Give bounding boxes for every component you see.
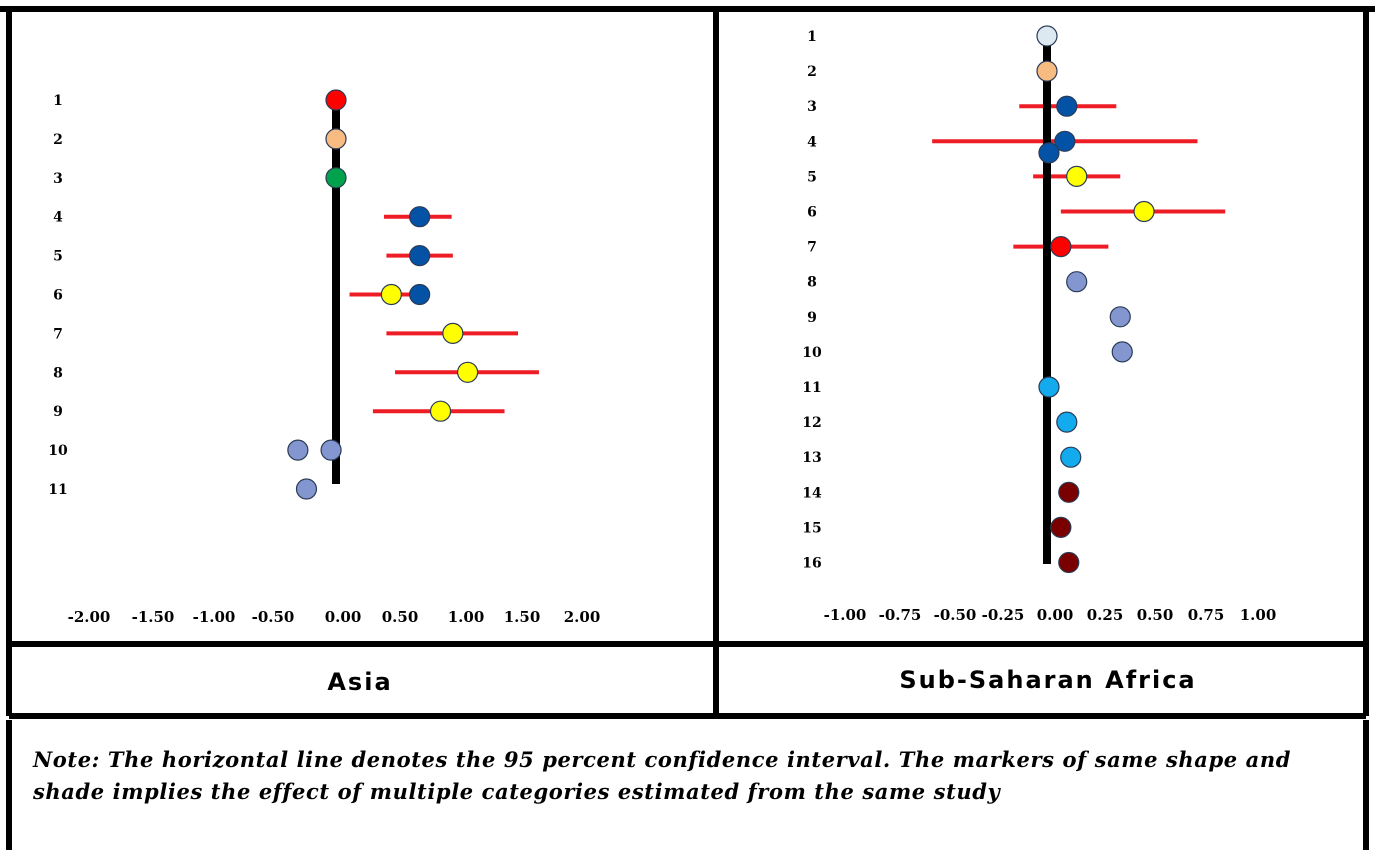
ssa-row-label: 2 [807,64,817,80]
note-box: Note: The horizontal line denotes the 95… [32,747,1291,804]
asia-row-label: 2 [53,132,63,148]
ssa-marker [1056,411,1078,433]
ssa-row-label: 13 [802,450,821,466]
ssa-row-label: 11 [802,380,821,396]
ssa-marker [1133,200,1155,223]
ssa-marker [1060,446,1082,468]
ssa-marker [1056,95,1078,117]
asia-x-tick-label: -2.00 [68,608,111,626]
asia-marker [325,128,347,150]
asia-row-label: 6 [53,288,63,304]
ssa-markers [1036,25,1155,574]
asia-row-label: 10 [48,443,68,459]
ssa-x-tick-label: 0.50 [1137,606,1174,624]
asia-marker [320,439,342,461]
ssa-row-label: 5 [807,169,817,185]
ssa-row-label: 4 [807,134,817,150]
asia-x-tick-label: -1.50 [132,608,175,626]
ssa-marker [1036,60,1058,82]
asia-x-tick-label: -0.50 [252,608,295,626]
ssa-marker [1038,376,1060,398]
ssa-marker [1066,165,1088,187]
ssa-marker [1038,142,1060,164]
asia-marker [409,206,431,228]
ssa-row-label: 8 [807,275,817,291]
asia-marker [409,245,431,267]
asia-row-label: 5 [53,249,63,265]
ssa-row-label: 9 [807,310,817,326]
ssa-x-tick-label: -1.00 [824,606,867,624]
ssa-x-tick-label: -0.25 [982,606,1025,624]
ssa-x-tick-label: 1.00 [1240,606,1277,624]
asia-marker [380,283,402,306]
ssa-region-label: Sub-Saharan Africa [899,666,1196,694]
asia-marker [457,361,479,383]
ssa-zero-line [1043,30,1051,564]
ssa-x-tick-label: -0.75 [879,606,922,624]
ssa-marker [1111,341,1133,363]
asia-markers [287,89,479,500]
asia-x-tick-label: 2.00 [564,608,601,626]
ssa-row-label: 6 [807,205,817,221]
ssa-x-tick-label: 0.75 [1188,606,1225,624]
ssa-marker [1066,271,1088,293]
asia-marker [287,439,309,461]
asia-row-label: 7 [53,326,63,342]
asia-marker [295,478,318,500]
asia-marker [429,400,452,422]
ssa-marker [1054,130,1076,152]
asia-row-label: 9 [53,404,63,420]
ssa-row-label: 16 [802,556,821,572]
asia-x-tick-label: -1.00 [193,608,236,626]
asia-row-label: 1 [53,93,63,109]
asia-row-label: 8 [53,365,63,381]
ssa-row-label: 10 [802,345,822,361]
asia-marker [442,322,464,344]
asia-panel: 1 2 3 4 5 6 7 8 9 10 11 -2.00 -1.50 -1.00 -0.50 0.00 0.… [48,89,601,696]
ssa-marker [1036,25,1058,47]
asia-x-tick-label: 1.00 [448,608,485,626]
ssa-marker [1050,236,1072,258]
ssa-marker [1058,551,1080,574]
ssa-marker [1109,306,1131,328]
asia-row-label: 3 [53,171,63,187]
asia-marker [409,283,431,306]
asia-marker [325,167,347,189]
ssa-marker [1050,516,1072,539]
ssa-row-label: 1 [807,29,817,45]
note-line-1: Note: The horizontal line denotes the 95… [32,747,1291,772]
ssa-row-label: 15 [802,520,821,536]
ssa-x-tick-labels: -1.00 -0.75 -0.50 -0.25 0.00 0.25 0.50 0.75 1.00 [824,606,1277,624]
asia-row-label: 11 [48,482,67,498]
ssa-marker [1058,481,1080,503]
asia-row-labels: 1 2 3 4 5 6 7 8 9 10 11 [48,93,68,498]
ssa-x-tick-label: -0.50 [934,606,977,624]
ssa-row-label: 14 [802,485,822,501]
asia-x-tick-label: 0.00 [325,608,362,626]
asia-zero-line [332,92,340,484]
asia-x-tick-labels: -2.00 -1.50 -1.00 -0.50 0.00 0.50 1.00 1.50 2.00 [68,608,601,626]
ssa-x-tick-label: 0.25 [1087,606,1124,624]
asia-region-label: Asia [327,668,392,696]
asia-row-label: 4 [53,210,63,226]
ssa-row-label: 7 [807,240,817,256]
ssa-row-label: 12 [802,415,821,431]
asia-x-tick-label: 0.50 [382,608,419,626]
ssa-row-label: 3 [807,99,817,115]
ssa-x-tick-label: 0.00 [1037,606,1074,624]
asia-marker [325,89,347,111]
asia-x-tick-label: 1.50 [504,608,541,626]
note-line-2: shade implies the effect of multiple cat… [32,779,1002,804]
